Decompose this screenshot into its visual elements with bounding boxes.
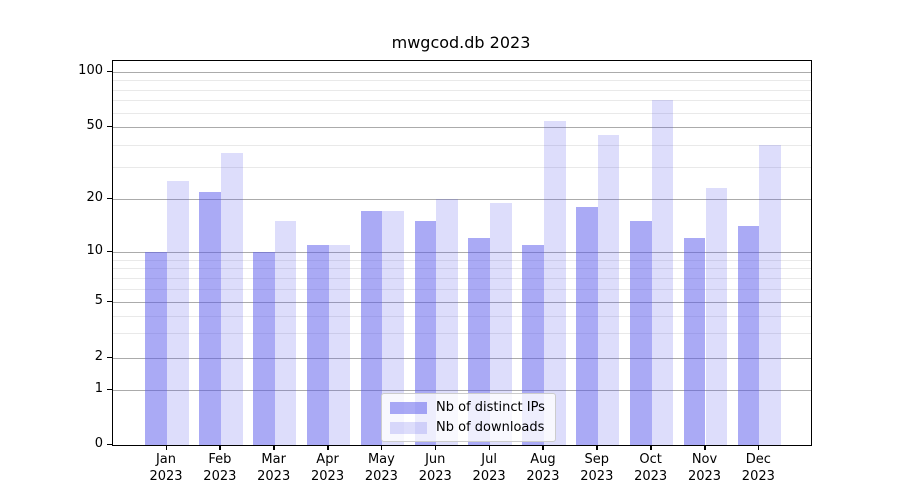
bar-distinct-ips-sep bbox=[576, 207, 598, 445]
y-tick-mark bbox=[107, 300, 112, 302]
x-tick-mark bbox=[542, 445, 544, 450]
bar-downloads-mar bbox=[274, 220, 297, 445]
gridline-major bbox=[113, 199, 811, 200]
legend-row-distinct-ips: Nb of distinct IPs bbox=[390, 400, 545, 415]
bar-downloads-apr bbox=[328, 244, 351, 445]
gridline-minor bbox=[113, 288, 811, 290]
x-tick-mark bbox=[219, 445, 221, 450]
y-tick-mark bbox=[107, 197, 112, 199]
bar-downloads-dec bbox=[759, 144, 782, 445]
chart-title: mwgcod.db 2023 bbox=[391, 33, 531, 52]
plot-area: Nb of distinct IPs Nb of downloads bbox=[112, 60, 812, 446]
x-tick-label-mar: Mar 2023 bbox=[257, 452, 291, 484]
bar-distinct-ips-jan bbox=[145, 252, 167, 445]
gridline-major bbox=[113, 358, 811, 359]
bar-distinct-ips-jun bbox=[414, 220, 437, 445]
y-tick-mark bbox=[107, 443, 112, 445]
legend-label-downloads: Nb of downloads bbox=[436, 420, 545, 435]
x-tick-mark bbox=[650, 445, 652, 450]
bar-downloads-aug bbox=[543, 120, 566, 445]
x-tick-label-aug: Aug 2023 bbox=[526, 452, 560, 484]
y-tick-label: 20 bbox=[86, 190, 103, 205]
legend-label-distinct-ips: Nb of distinct IPs bbox=[436, 400, 545, 415]
x-tick-label-jan: Jan 2023 bbox=[149, 452, 183, 484]
y-tick-label: 50 bbox=[86, 118, 103, 133]
y-tick-label: 2 bbox=[94, 349, 103, 364]
legend: Nb of distinct IPs Nb of downloads bbox=[381, 393, 556, 442]
x-tick-mark bbox=[757, 445, 760, 450]
x-tick-label-may: May 2023 bbox=[364, 452, 398, 484]
x-tick-mark bbox=[380, 445, 383, 450]
y-tick-mark bbox=[107, 125, 112, 127]
gridline-minor bbox=[113, 167, 811, 169]
x-tick-mark bbox=[704, 445, 706, 450]
y-tick-mark bbox=[107, 250, 112, 252]
bar-downloads-nov bbox=[705, 188, 728, 445]
legend-swatch-distinct-ips bbox=[390, 401, 427, 414]
bar-downloads-may bbox=[382, 211, 405, 445]
x-tick-mark bbox=[434, 445, 437, 450]
gridline-minor bbox=[113, 100, 811, 102]
legend-row-downloads: Nb of downloads bbox=[390, 420, 545, 435]
y-tick-label: 0 bbox=[94, 436, 103, 451]
y-tick-mark bbox=[107, 356, 112, 358]
bar-distinct-ips-nov bbox=[683, 238, 706, 445]
gridline-minor bbox=[113, 268, 811, 270]
y-tick-label: 100 bbox=[78, 63, 103, 78]
gridline-minor bbox=[113, 315, 811, 317]
gridline-major bbox=[113, 302, 811, 303]
gridline-minor bbox=[113, 277, 811, 279]
x-tick-mark bbox=[165, 445, 167, 450]
gridline-major bbox=[113, 127, 811, 128]
bar-downloads-sep bbox=[597, 135, 620, 445]
gridline-major bbox=[113, 72, 811, 73]
gridline-major bbox=[113, 390, 811, 391]
y-tick-mark bbox=[107, 70, 112, 72]
x-tick-mark bbox=[273, 445, 275, 450]
bar-distinct-ips-mar bbox=[253, 252, 275, 445]
bar-downloads-feb bbox=[220, 152, 243, 445]
bar-downloads-jan bbox=[167, 181, 189, 445]
gridline-major bbox=[113, 252, 811, 253]
x-tick-label-nov: Nov 2023 bbox=[687, 452, 722, 484]
gridline-minor bbox=[113, 80, 811, 82]
x-tick-label-jun: Jun 2023 bbox=[418, 452, 452, 484]
x-tick-mark bbox=[488, 445, 491, 450]
bar-downloads-oct bbox=[651, 100, 674, 445]
x-tick-label-oct: Oct 2023 bbox=[634, 452, 668, 484]
legend-swatch-downloads bbox=[390, 421, 427, 434]
y-tick-label: 5 bbox=[94, 293, 103, 308]
x-tick-label-sep: Sep 2023 bbox=[580, 452, 614, 484]
y-tick-label: 1 bbox=[94, 381, 103, 396]
x-tick-label-jul: Jul 2023 bbox=[472, 452, 506, 484]
bar-distinct-ips-apr bbox=[306, 244, 329, 445]
y-tick-label: 10 bbox=[86, 243, 103, 258]
gridline-minor bbox=[113, 112, 811, 114]
gridline-minor bbox=[113, 259, 811, 261]
y-tick-mark bbox=[107, 388, 112, 390]
bar-distinct-ips-oct bbox=[629, 220, 652, 445]
gridline-minor bbox=[113, 144, 811, 146]
bar-downloads-jul bbox=[490, 202, 512, 445]
bar-downloads-jun bbox=[436, 199, 458, 445]
bar-distinct-ips-dec bbox=[737, 226, 760, 445]
x-tick-label-feb: Feb 2023 bbox=[203, 452, 237, 484]
x-tick-label-apr: Apr 2023 bbox=[311, 452, 345, 484]
x-tick-mark bbox=[327, 445, 329, 450]
x-tick-mark bbox=[596, 445, 598, 450]
gridline-minor bbox=[113, 333, 811, 335]
x-tick-label-dec: Dec 2023 bbox=[741, 452, 775, 484]
bar-distinct-ips-feb bbox=[199, 191, 221, 445]
bar-distinct-ips-may bbox=[360, 211, 383, 445]
gridline-minor bbox=[113, 89, 811, 91]
